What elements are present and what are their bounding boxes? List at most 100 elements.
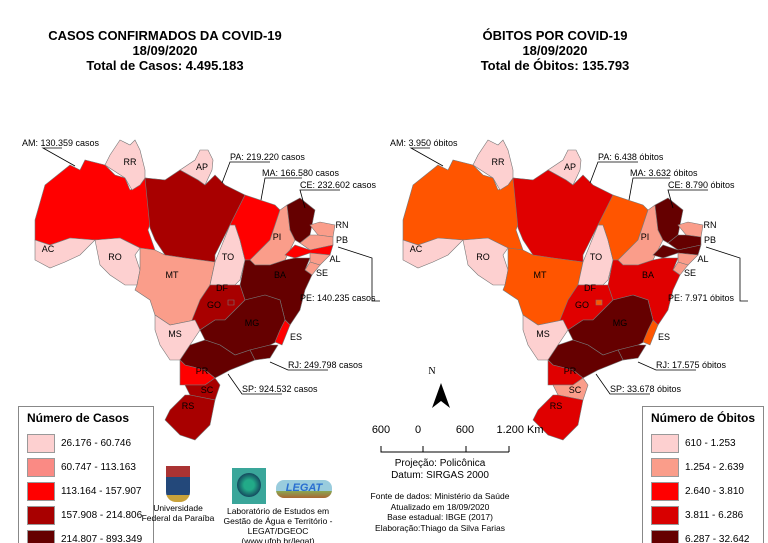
legend-label: 2.640 - 3.810 [685,485,744,497]
callout-ma: MA: 3.632 óbitos [630,168,698,178]
deaths-title: ÓBITOS POR COVID-19 [482,28,628,43]
state-label-mt: MT [166,270,179,280]
callout-ce: CE: 8.790 óbitos [668,180,735,190]
legend-item: 3.811 - 6.286 [651,503,755,527]
state-label-pr: PR [196,366,209,376]
callout-pa: PA: 219.220 casos [230,152,305,162]
state-label-ba: BA [642,270,654,280]
legend-item: 60.747 - 113.163 [27,455,145,479]
legend-label: 6.287 - 32.642 [685,533,750,543]
callout-line-pe [705,246,748,302]
legat-caption: Laboratório de Estudos em Gestão de Água… [223,506,333,543]
legend-label: 3.811 - 6.286 [685,509,744,521]
state-label-mg: MG [245,318,260,328]
legend-item: 610 - 1.253 [651,431,755,455]
callout-ma: MA: 166.580 casos [262,168,340,178]
legend-item: 26.176 - 60.746 [27,431,145,455]
state-es [642,319,659,346]
state-rs [532,394,584,441]
deaths-legend-title: Número de Óbitos [651,411,756,425]
state-label-ms: MS [168,329,182,339]
legend-label: 26.176 - 60.746 [61,437,132,449]
callout-line-sp [595,373,650,395]
state-label-ac: AC [410,244,423,254]
callout-line-am [41,147,76,167]
legend-label: 60.747 - 113.163 [61,461,136,473]
state-label-al: AL [329,254,340,264]
legat-logo: LEGAT [276,480,332,498]
callout-line-ce [667,189,708,209]
state-label-ms: MS [536,329,550,339]
state-es [274,319,291,346]
legend-item: 1.254 - 2.639 [651,455,755,479]
callout-line-ce [299,189,340,209]
legend-item: 214.807 - 893.349 [27,527,145,543]
legend-label: 214.807 - 893.349 [61,533,143,543]
callout-line-pe [337,246,380,302]
legend-swatch [27,433,55,453]
state-label-ap: AP [564,162,576,172]
legend-swatch [27,457,55,477]
state-rr [472,139,514,191]
deaths-title-block: ÓBITOS POR COVID-19 18/09/2020 Total de … [410,28,700,73]
ufpb-caption: Universidade Federal da Paraíba [141,503,215,523]
credit-author: Elaboração:Thiago da Silva Farias [375,522,505,533]
callout-line-ma [260,177,302,201]
state-label-es: ES [658,332,670,342]
state-am [402,159,534,251]
state-am [34,159,166,251]
north-arrow-icon [432,383,450,408]
state-label-rn: RN [336,220,349,230]
legend-swatch [651,433,679,453]
state-ac [402,237,464,269]
legend-item: 157.908 - 214.806 [27,503,145,527]
cases-legend-title: Número de Casos [27,411,130,425]
cases-total: Total de Casos: 4.495.183 [86,58,244,73]
legend-item: 6.287 - 32.642 [651,527,755,543]
state-label-pi: PI [273,232,282,242]
legend-swatch [651,505,679,525]
state-label-se: SE [684,268,696,278]
state-df [595,299,603,306]
state-label-ac: AC [42,244,55,254]
deaths-date: 18/09/2020 [522,43,588,58]
state-label-rr: RR [492,157,505,167]
callout-am: AM: 130.359 casos [22,138,100,148]
legend-label: 113.164 - 157.907 [61,485,142,497]
ufpb-logo [166,466,190,502]
credits-block: Fonte de dados: Ministério da Saúde Atua… [360,491,520,533]
scale-label-2: 0 [414,424,422,436]
callout-sp: SP: 924.532 casos [242,384,318,394]
datum-text: Datum: SIRGAS 2000 [391,470,489,481]
state-label-go: GO [575,300,589,310]
legend-item: 113.164 - 157.907 [27,479,145,503]
deaths-legend: Número de Óbitos 610 - 1.253 1.254 - 2.63… [642,406,764,543]
state-label-pb: PB [336,235,348,245]
callout-line-sp [227,373,282,395]
state-rr [104,139,146,191]
state-label-sc: SC [201,385,214,395]
callout-line-pa [221,161,270,184]
state-label-pi: PI [641,232,650,242]
state-label-ro: RO [108,252,122,262]
state-label-ba: BA [274,270,286,280]
state-rs [164,394,216,441]
state-rn [309,221,336,238]
state-label-ro: RO [476,252,490,262]
state-ac [34,237,96,269]
state-label-to: TO [590,252,602,262]
legend-swatch [27,505,55,525]
cases-title-block: CASOS CONFIRMADOS DA COVID-19 18/09/2020… [20,28,310,73]
callout-pe: PE: 7.971 óbitos [668,293,735,303]
credit-updated: Atualizado em 18/09/2020 [390,501,490,512]
cases-legend: Número de Casos 26.176 - 60.746 60.747 - … [18,406,154,543]
callout-line-rj [269,361,328,371]
callout-ce: CE: 232.602 casos [300,180,377,190]
state-label-sc: SC [569,385,582,395]
callout-pa: PA: 6.438 óbitos [598,152,664,162]
callout-sp: SP: 33.678 óbitos [610,384,682,394]
